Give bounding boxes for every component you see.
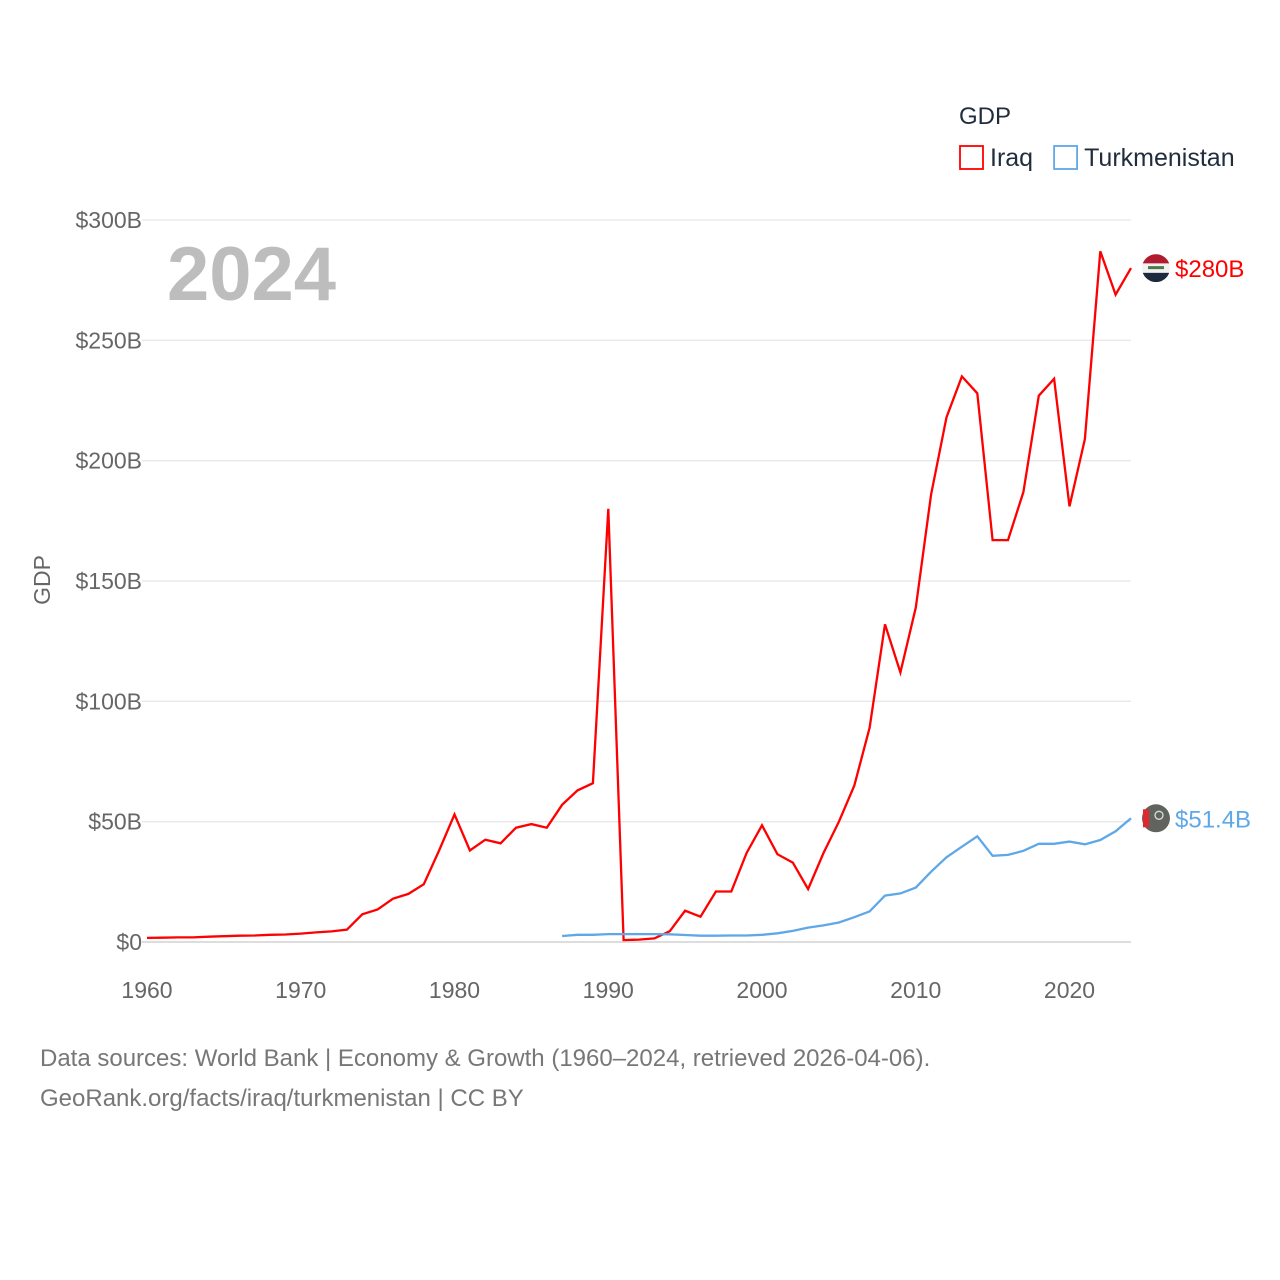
x-tick-label: 2000 (736, 977, 787, 1003)
series-line-iraq (146, 250, 1132, 942)
series-line-turkmenistan (562, 817, 1132, 938)
legend-title: GDP (959, 103, 1011, 130)
y-axis: $0 $50B $100B $150B $200B $250B $300B (75, 207, 142, 955)
legend-label: Iraq (990, 144, 1033, 172)
iraq-flag-icon (1142, 254, 1170, 283)
y-tick-label: $50B (88, 809, 142, 835)
y-tick-label: $100B (75, 688, 142, 714)
y-tick-label: $300B (75, 207, 142, 233)
legend-item-iraq[interactable]: Iraq (959, 144, 1033, 172)
legend-swatch (1053, 145, 1078, 170)
legend-item-turkmenistan[interactable]: Turkmenistan (1053, 144, 1235, 172)
legend-swatch (959, 145, 984, 170)
end-label-turkmenistan: $51.4B (1175, 806, 1251, 833)
x-tick-label: 2010 (890, 977, 941, 1003)
end-labels: $280B $51.4B (1142, 254, 1251, 833)
turkmenistan-flag-icon (1142, 804, 1170, 833)
x-tick-label: 1970 (275, 977, 326, 1003)
legend-label: Turkmenistan (1084, 144, 1235, 172)
series-lines (146, 250, 1132, 942)
footer-link[interactable]: GeoRank.org/facts/iraq/turkmenistan | CC… (40, 1085, 524, 1112)
y-tick-label: $250B (75, 327, 142, 353)
x-tick-label: 1960 (121, 977, 172, 1003)
gridlines (142, 219, 1131, 943)
y-tick-label: $200B (75, 448, 142, 474)
y-tick-label: $0 (116, 929, 142, 955)
year-overlay: 2024 (167, 232, 336, 317)
footer-sources: Data sources: World Bank | Economy & Gro… (40, 1045, 931, 1072)
x-axis: 1960 1970 1980 1990 2000 2010 2020 (121, 977, 1095, 1003)
x-tick-label: 2020 (1044, 977, 1095, 1003)
x-tick-label: 1990 (583, 977, 634, 1003)
x-tick-label: 1980 (429, 977, 480, 1003)
y-axis-label: GDP (29, 555, 55, 605)
end-label-iraq: $280B (1175, 256, 1244, 283)
y-tick-label: $150B (75, 568, 142, 594)
legend: GDP Iraq Turkmenistan (959, 103, 1235, 172)
